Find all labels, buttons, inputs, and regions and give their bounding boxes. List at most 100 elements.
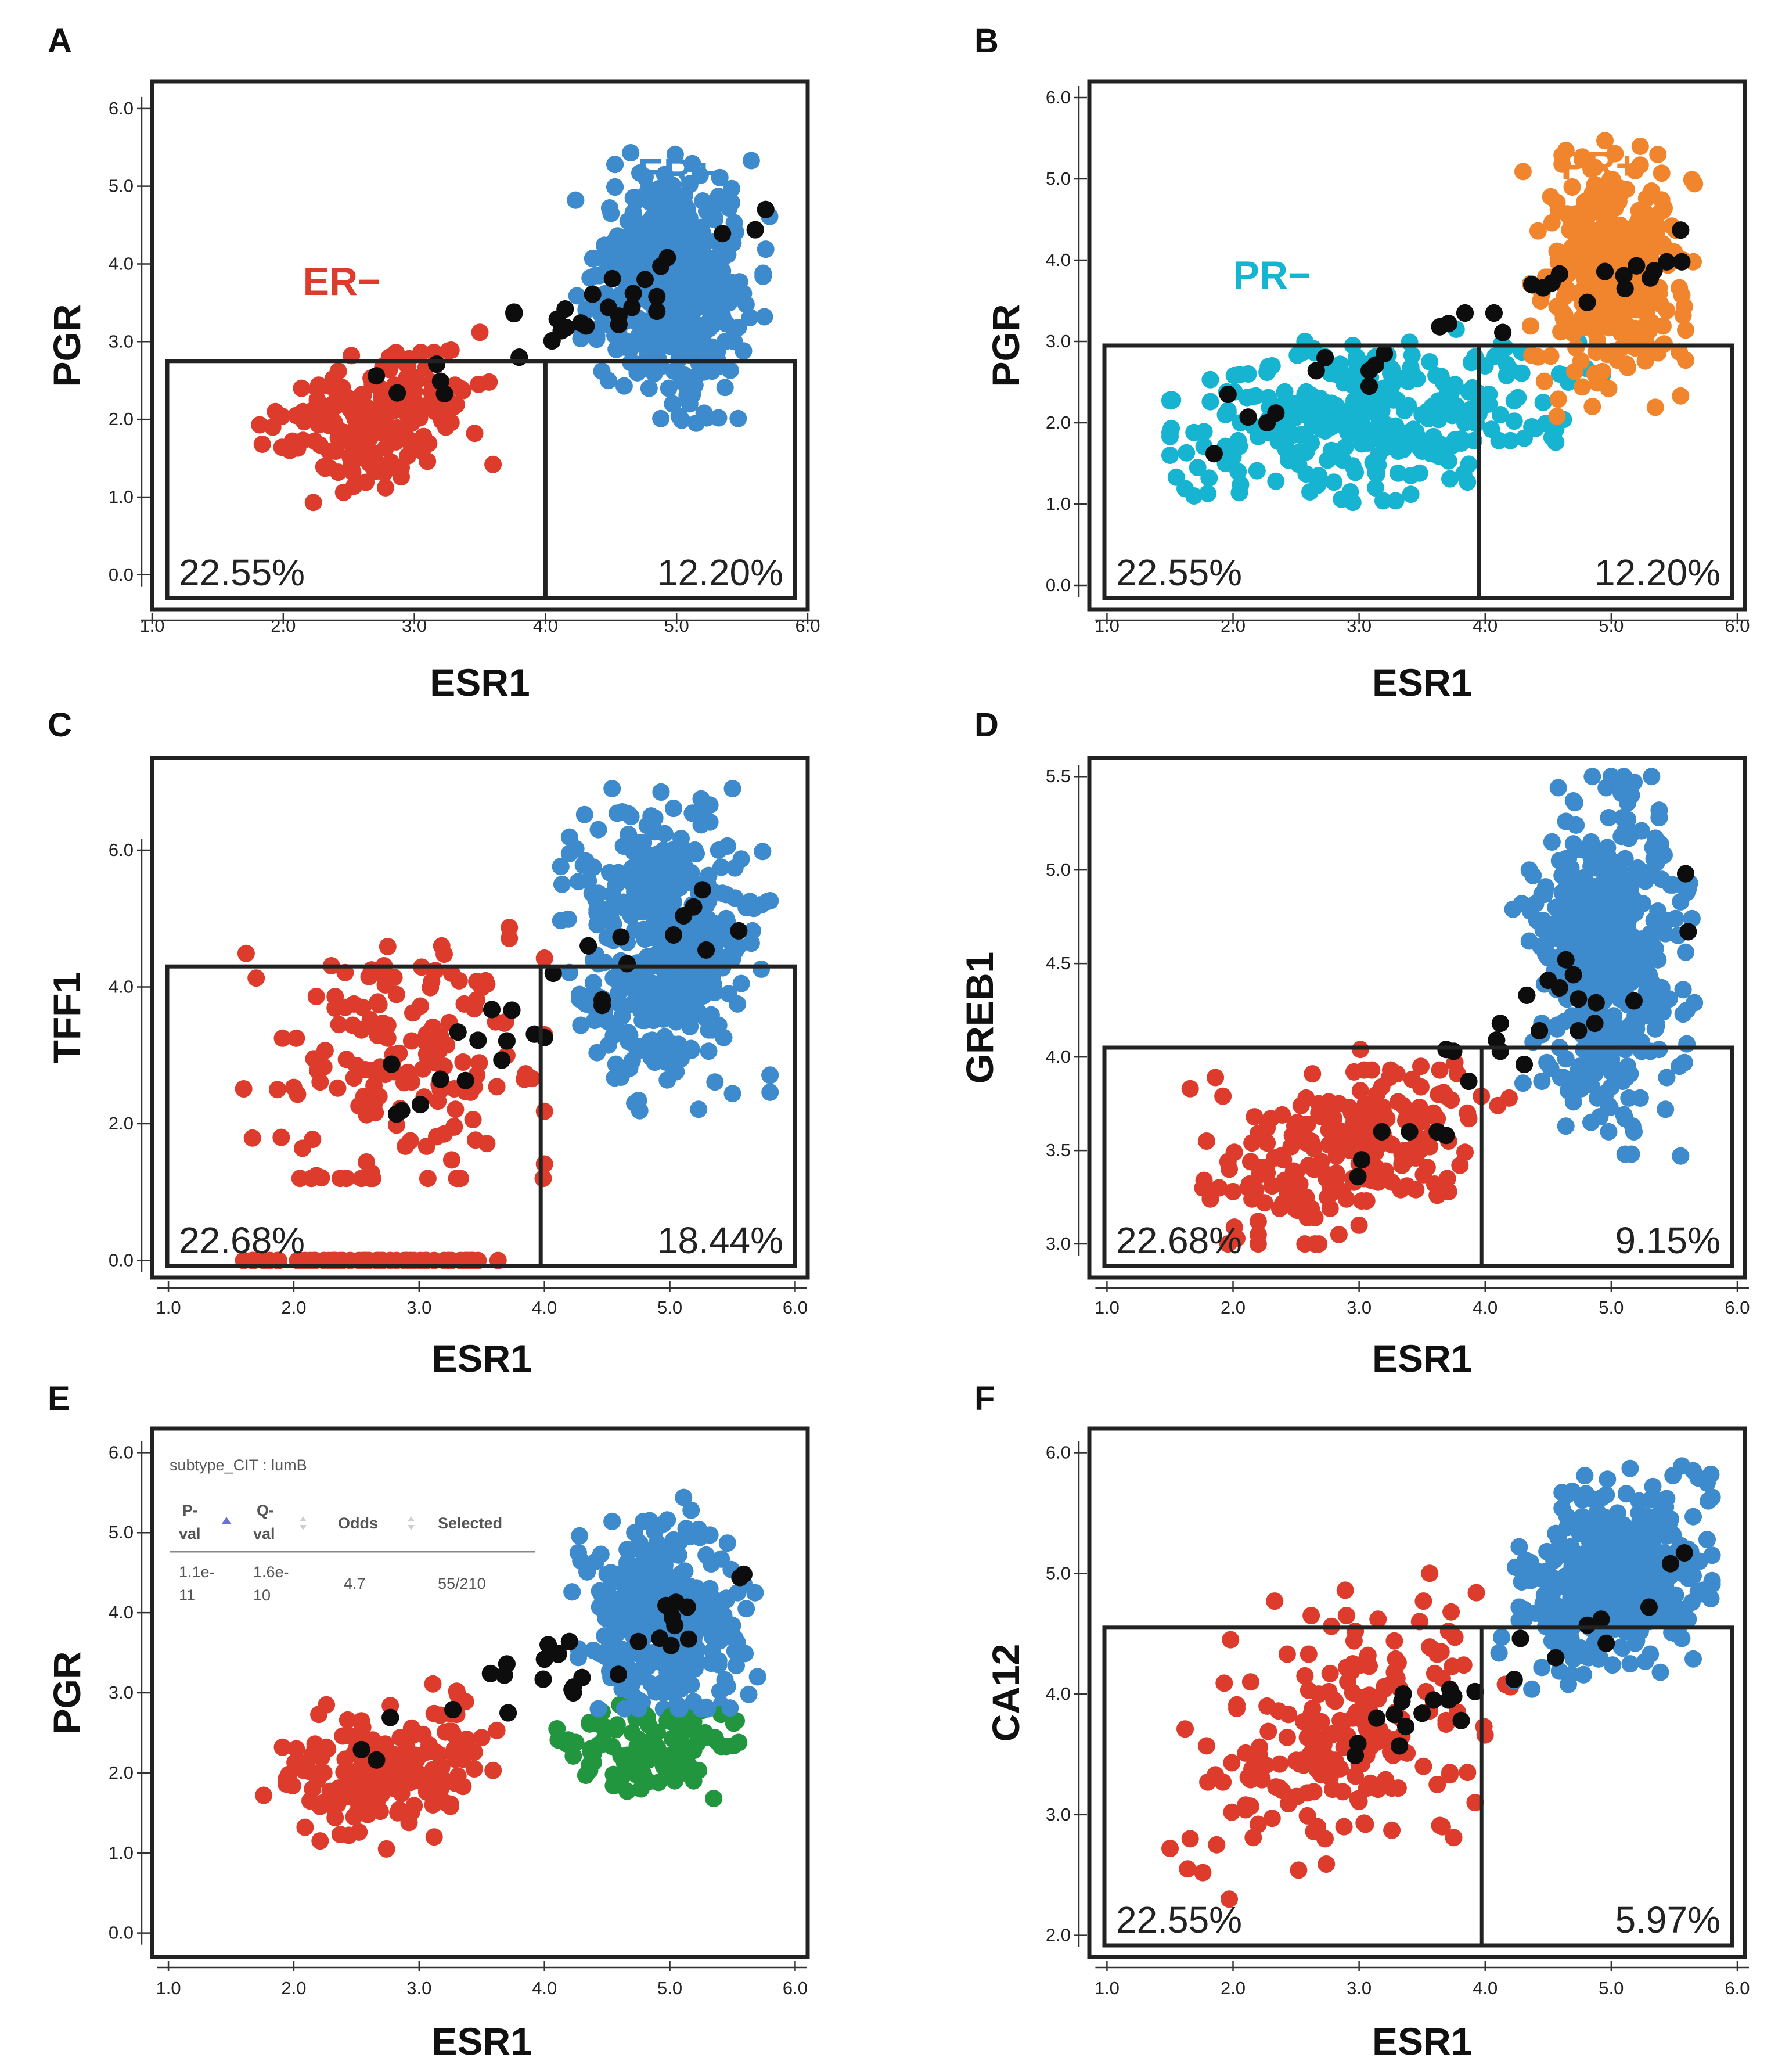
data-point	[1394, 1096, 1412, 1114]
data-point	[1287, 1751, 1305, 1769]
data-point	[331, 1170, 349, 1188]
data-point	[564, 1747, 582, 1765]
data-point	[761, 892, 779, 910]
x-axis: 1.0 2.0 3.0 4.0 5.0 6.0	[139, 613, 820, 636]
data-point	[1516, 1056, 1533, 1073]
data-point	[721, 361, 739, 379]
data-point	[510, 348, 528, 366]
data-point	[1286, 409, 1304, 427]
data-point	[705, 209, 723, 227]
data-point	[1648, 1016, 1665, 1034]
data-point	[344, 1016, 362, 1034]
x-tick-label: 3.0	[406, 1297, 431, 1318]
table-header-cell[interactable]: P-	[182, 1502, 198, 1519]
data-point	[1387, 492, 1405, 510]
y-axis-title: PGR	[984, 304, 1027, 387]
data-point	[608, 1716, 626, 1734]
data-point	[465, 1000, 483, 1018]
y-tick-label: 5.0	[1046, 859, 1071, 880]
data-point	[557, 319, 575, 337]
x-tick-label: 2.0	[281, 1297, 306, 1318]
y-tick-label: 5.0	[109, 176, 134, 196]
data-point	[1309, 399, 1326, 417]
y-tick-label: 3.0	[1046, 331, 1071, 351]
data-point	[652, 1750, 670, 1768]
series-overlay	[563, 1512, 766, 1718]
data-point	[586, 267, 604, 285]
data-point	[672, 837, 690, 855]
data-point	[589, 821, 607, 839]
data-point	[1658, 253, 1676, 271]
data-point	[1241, 1153, 1259, 1171]
x-tick-label: 4.0	[532, 1978, 557, 1998]
table-header-cell[interactable]: Odds	[338, 1515, 378, 1532]
data-point	[1631, 1089, 1649, 1107]
data-point	[1324, 1780, 1341, 1798]
data-point	[1374, 492, 1392, 510]
data-point	[1509, 388, 1527, 407]
table-header-cell[interactable]: val	[253, 1525, 275, 1542]
sort-asc-icon[interactable]	[222, 1517, 231, 1524]
sort-icon[interactable]	[408, 1516, 415, 1530]
data-point	[1240, 1175, 1258, 1193]
table-header-cell[interactable]: val	[179, 1525, 201, 1542]
data-point	[615, 377, 633, 395]
panel-letter: B	[974, 22, 999, 60]
data-point	[1606, 145, 1624, 163]
data-point	[1583, 398, 1601, 415]
table-header-cell[interactable]: Q-	[257, 1502, 274, 1519]
y-tick-label: 3.0	[1046, 1804, 1071, 1825]
x-axis-title: ESR1	[1372, 661, 1472, 704]
data-point	[390, 1801, 408, 1819]
data-point	[1673, 253, 1691, 271]
data-point	[1410, 430, 1428, 448]
data-point	[1373, 1123, 1391, 1141]
data-point	[623, 995, 641, 1013]
data-point	[344, 445, 362, 462]
data-point	[1604, 183, 1621, 201]
data-point	[568, 287, 586, 305]
data-point	[1684, 1508, 1702, 1526]
data-point	[1197, 1737, 1215, 1755]
data-point	[650, 199, 668, 217]
data-point	[1439, 1623, 1457, 1640]
data-point	[661, 337, 679, 355]
data-point	[1228, 1696, 1246, 1714]
data-point	[1578, 293, 1596, 311]
data-point	[1548, 1020, 1566, 1038]
data-point	[1201, 393, 1219, 411]
scatter-points	[1181, 768, 1704, 1253]
data-point	[424, 1019, 442, 1036]
data-point	[1246, 1108, 1264, 1126]
y-tick-label: 4.0	[109, 977, 134, 997]
data-point	[683, 804, 701, 822]
data-point	[656, 1579, 674, 1597]
x-tick-label: 1.0	[1095, 1978, 1120, 1998]
group-label: PR+	[1561, 143, 1639, 188]
data-point	[1219, 404, 1237, 422]
data-point	[711, 168, 729, 186]
data-point	[612, 928, 630, 946]
data-point	[1302, 1706, 1320, 1724]
table-header-cell[interactable]: Selected	[438, 1515, 502, 1532]
sort-icon[interactable]	[300, 1516, 307, 1530]
data-point	[1456, 304, 1474, 322]
x-axis-title: ESR1	[432, 2020, 532, 2063]
data-point	[444, 1701, 462, 1718]
data-point	[685, 1742, 703, 1760]
data-point	[754, 843, 772, 861]
data-point	[601, 199, 618, 217]
gate-box: 22.68% 9.15%	[1102, 1045, 1734, 1268]
data-point	[606, 232, 624, 250]
data-point	[456, 1693, 474, 1711]
data-point	[649, 1541, 666, 1559]
data-point	[1617, 355, 1635, 373]
data-point	[1622, 1145, 1640, 1163]
x-tick-label: 3.0	[1347, 616, 1372, 636]
data-point	[1476, 1726, 1494, 1744]
data-point	[470, 1054, 488, 1072]
data-point	[1466, 348, 1484, 366]
y-tick-label: 4.0	[109, 253, 134, 274]
x-axis: 1.0 2.0 3.0 4.0 5.0 6.0	[1095, 1281, 1750, 1318]
data-point	[368, 1751, 386, 1769]
